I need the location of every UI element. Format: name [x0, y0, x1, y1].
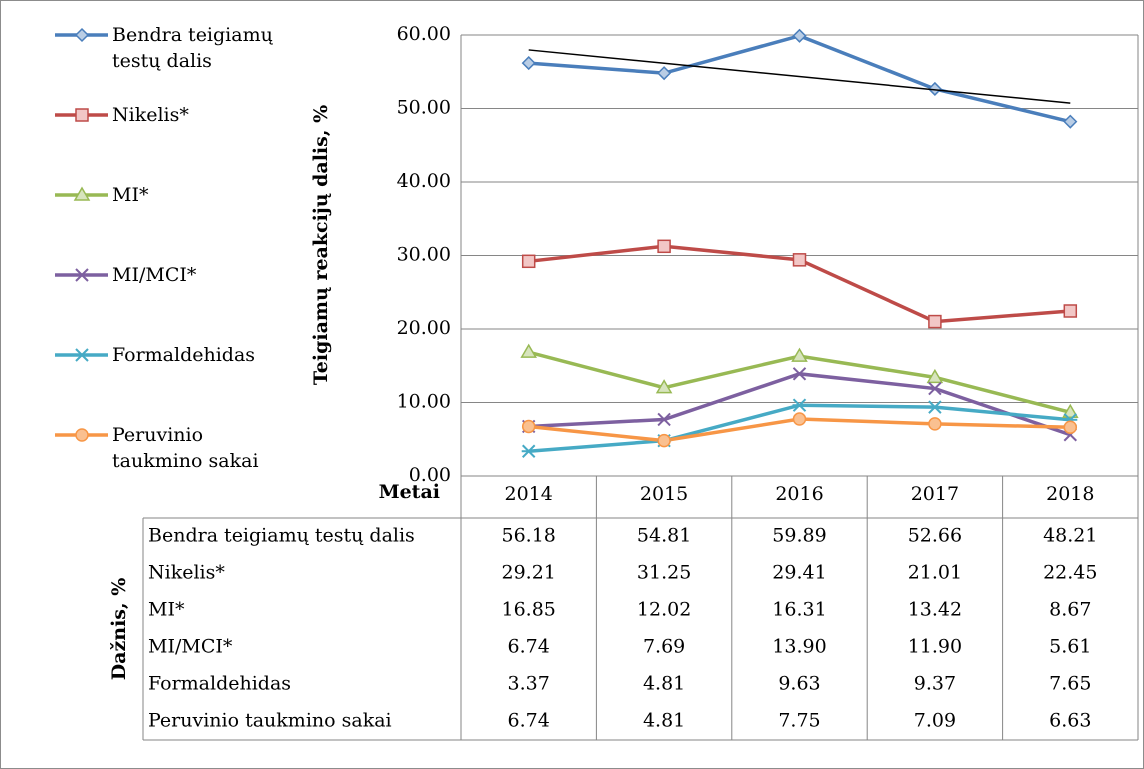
- table-cell: 59.89: [772, 525, 826, 547]
- marker: [657, 412, 671, 427]
- table-cell: 9.37: [914, 673, 956, 695]
- y-tick-label: 60.00: [397, 23, 451, 45]
- table-cell: 7.75: [778, 710, 820, 732]
- table-cell: 22.45: [1043, 562, 1097, 584]
- table-axis-title: Dažnis, %: [108, 578, 130, 681]
- y-tick-label: 40.00: [397, 170, 451, 192]
- marker: [1063, 114, 1078, 129]
- table-header: Metai: [379, 481, 440, 503]
- marker: [75, 428, 89, 442]
- marker: [927, 400, 942, 414]
- table-cell: 13.42: [908, 599, 962, 621]
- table-cell: 21.01: [908, 562, 962, 584]
- table-cell: 6.74: [508, 710, 550, 732]
- table-cell: 16.85: [501, 599, 555, 621]
- legend-label: Peruvinio taukmino sakai: [112, 424, 259, 472]
- marker: [75, 348, 89, 362]
- marker: [792, 412, 807, 426]
- table-cell: 52.66: [908, 525, 962, 547]
- marker: [657, 239, 671, 254]
- marker: [926, 368, 944, 384]
- table-row-label: Nikelis*: [148, 562, 225, 584]
- table-row-label: Peruvinio taukmino sakai: [148, 710, 392, 732]
- table-row-label: Formaldehidas: [148, 673, 291, 695]
- marker-stroke: [928, 381, 942, 396]
- marker-stroke: [75, 268, 89, 282]
- table-cell: 7.65: [1049, 673, 1091, 695]
- table-cell: 16.31: [772, 599, 826, 621]
- marker: [928, 314, 942, 329]
- marker-stroke: [792, 367, 807, 381]
- y-tick-label: 30.00: [397, 244, 451, 266]
- x-tick-label: 2018: [1046, 483, 1094, 505]
- y-tick-label: 20.00: [397, 317, 451, 339]
- y-tick-label: 50.00: [397, 97, 451, 119]
- table-cell: 7.69: [643, 636, 685, 658]
- table-cell: 4.81: [643, 710, 685, 732]
- table-cell: 31.25: [637, 562, 691, 584]
- table-cell: 48.21: [1043, 525, 1097, 547]
- table-cell: 56.18: [501, 525, 555, 547]
- marker: [792, 367, 807, 381]
- table-cell: 29.41: [772, 562, 826, 584]
- x-tick-label: 2015: [640, 483, 688, 505]
- x-tick-label: 2014: [505, 483, 553, 505]
- y-axis-title: Teigiamų reakcijų dalis, %: [310, 105, 332, 385]
- table-cell: 3.37: [508, 673, 550, 695]
- x-tick-label: 2017: [911, 483, 959, 505]
- table-cell: 4.81: [643, 673, 685, 695]
- marker: [521, 56, 536, 71]
- table-row-label: Bendra teigiamų testų dalis: [148, 525, 415, 547]
- marker: [791, 347, 808, 362]
- table-cell: 7.09: [914, 710, 956, 732]
- table-cell: 6.63: [1049, 710, 1091, 732]
- table-cell: 13.90: [772, 636, 826, 658]
- marker: [792, 398, 807, 412]
- table-cell: 9.63: [778, 673, 820, 695]
- marker: [74, 27, 90, 43]
- legend-label: MI*: [112, 184, 149, 206]
- table-row-label: MI*: [148, 599, 185, 621]
- marker: [521, 254, 536, 269]
- table-cell: 5.61: [1049, 636, 1091, 658]
- marker: [75, 268, 89, 282]
- trendline: [528, 49, 1071, 104]
- legend-label: Formaldehidas: [112, 344, 256, 366]
- marker: [1063, 304, 1078, 318]
- marker: [1061, 403, 1079, 419]
- marker: [792, 28, 807, 43]
- marker: [520, 343, 538, 358]
- marker: [657, 433, 671, 448]
- marker: [655, 379, 673, 394]
- table-cell: 6.74: [508, 636, 550, 658]
- table-cell: 29.21: [501, 562, 555, 584]
- y-tick-label: 10.00: [397, 391, 451, 413]
- marker: [521, 419, 536, 434]
- marker: [657, 66, 672, 81]
- marker-stroke: [657, 412, 671, 427]
- marker: [521, 444, 536, 458]
- y-tick-label: 0.00: [409, 464, 451, 486]
- legend-label: Nikelis*: [112, 104, 189, 126]
- table-cell: 54.81: [637, 525, 691, 547]
- marker: [792, 253, 807, 267]
- marker: [1063, 420, 1078, 435]
- legend-label: MI/MCI*: [112, 264, 197, 286]
- table-cell: 8.67: [1049, 599, 1091, 621]
- marker: [928, 381, 942, 396]
- marker: [928, 417, 942, 431]
- marker: [73, 186, 91, 201]
- table-row-label: MI/MCI*: [148, 636, 233, 658]
- marker: [75, 108, 89, 122]
- table-cell: 11.90: [908, 636, 962, 658]
- x-tick-label: 2016: [775, 483, 823, 505]
- legend-label: Bendra teigiamų testų dalis: [112, 24, 273, 72]
- table-cell: 12.02: [637, 599, 691, 621]
- marker: [927, 81, 942, 97]
